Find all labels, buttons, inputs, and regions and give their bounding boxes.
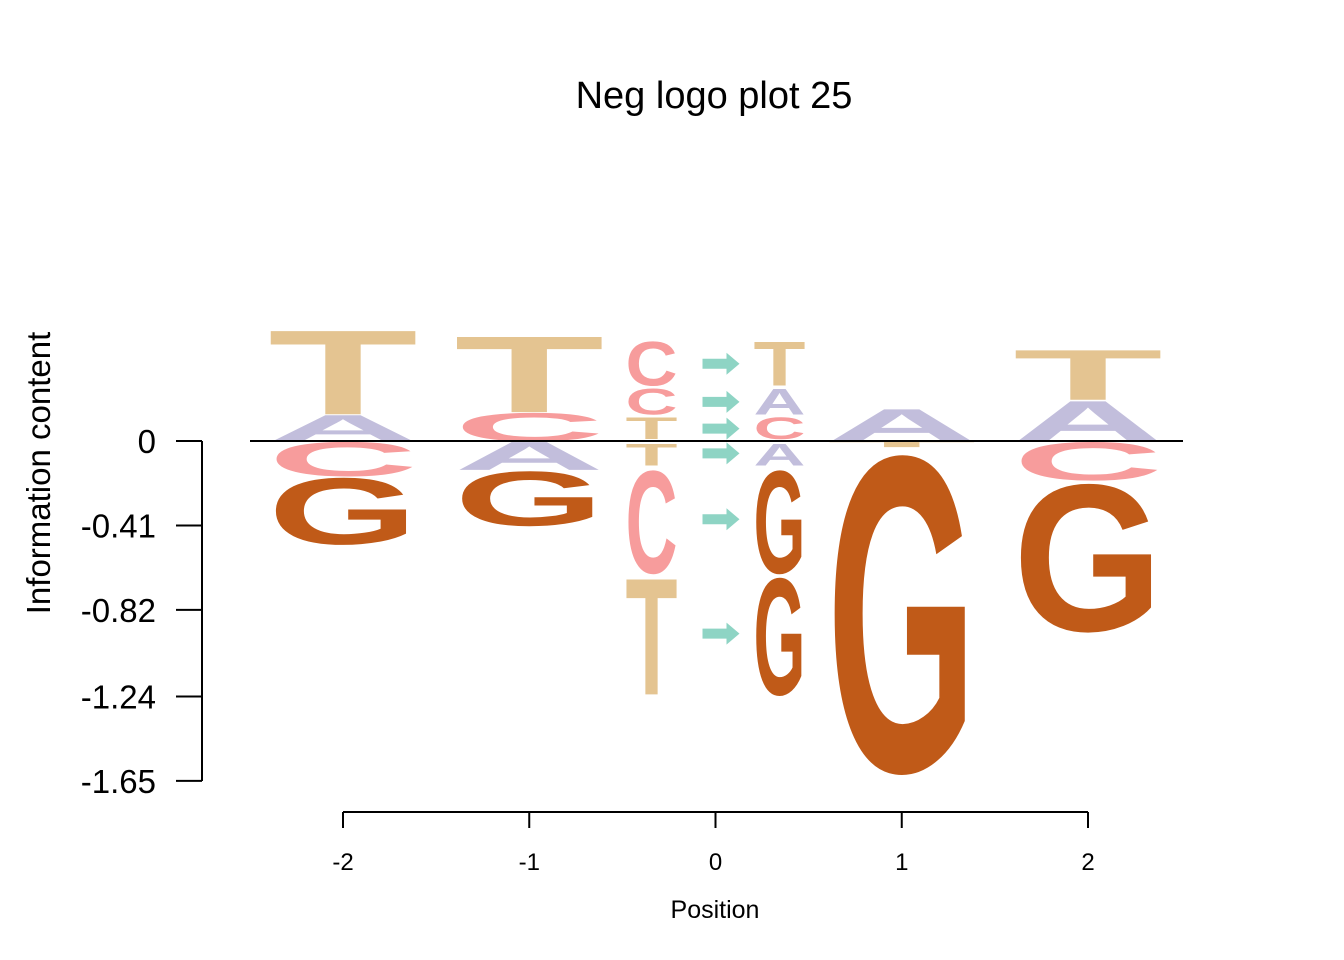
pair-letter-G: G [754, 442, 806, 605]
y-tick-label: -1.24 [81, 678, 156, 715]
x-tick-label: 2 [1081, 849, 1094, 876]
logo-letter-A: A [1013, 389, 1163, 453]
logo-letter-G: G [454, 456, 604, 543]
pair-arrow [702, 417, 740, 440]
pair-arrow [702, 508, 740, 531]
pair-letter-C: C [754, 410, 806, 445]
chart-title: Neg logo plot 25 [576, 75, 853, 117]
logo-letter-G: G [1013, 440, 1163, 675]
logo-letter-G: G [827, 362, 977, 867]
pair-letter-G: G [754, 543, 806, 729]
y-tick-label: -0.82 [81, 592, 156, 629]
x-tick-label: -2 [332, 849, 353, 876]
x-tick-label: 1 [895, 849, 908, 876]
pair-letter-C: C [626, 329, 678, 399]
logo-letter-T: T [268, 306, 418, 441]
pair-arrow [702, 442, 740, 465]
pair-letter-A: A [754, 437, 806, 472]
pair-letter-T: T [626, 437, 678, 473]
x-tick-label: 0 [709, 849, 722, 876]
pair-arrow [702, 352, 740, 375]
pair-arrow [702, 622, 740, 645]
logo-letter-T: T [454, 314, 604, 436]
y-axis-label: Information content [20, 332, 57, 615]
logo-letter-T: T [1013, 335, 1163, 415]
pair-letter-T: T [626, 410, 678, 446]
x-tick-label: -1 [519, 849, 540, 876]
logo-letter-T: T [827, 439, 977, 449]
pair-arrow [702, 390, 740, 413]
y-tick-label: 0 [138, 423, 156, 460]
x-axis-label: Position [671, 896, 760, 924]
logo-letter-A: A [268, 407, 418, 449]
pair-letter-A: A [754, 381, 806, 423]
logo-letter-G: G [268, 458, 418, 564]
pair-letter-C: C [626, 440, 678, 605]
x-axis: -2 -1 0 1 2 [332, 811, 1095, 876]
pair-letter-C: C [626, 381, 678, 423]
y-axis: 0 -0.41 -0.82 -1.24 -1.65 [81, 423, 203, 800]
y-tick-label: -1.65 [81, 763, 156, 800]
logo-letter-A: A [827, 399, 977, 450]
logo-letter-C: C [454, 405, 604, 450]
y-tick-label: -0.41 [81, 507, 156, 544]
pair-letter-T: T [754, 328, 806, 399]
pair-letter-T: T [626, 544, 678, 730]
